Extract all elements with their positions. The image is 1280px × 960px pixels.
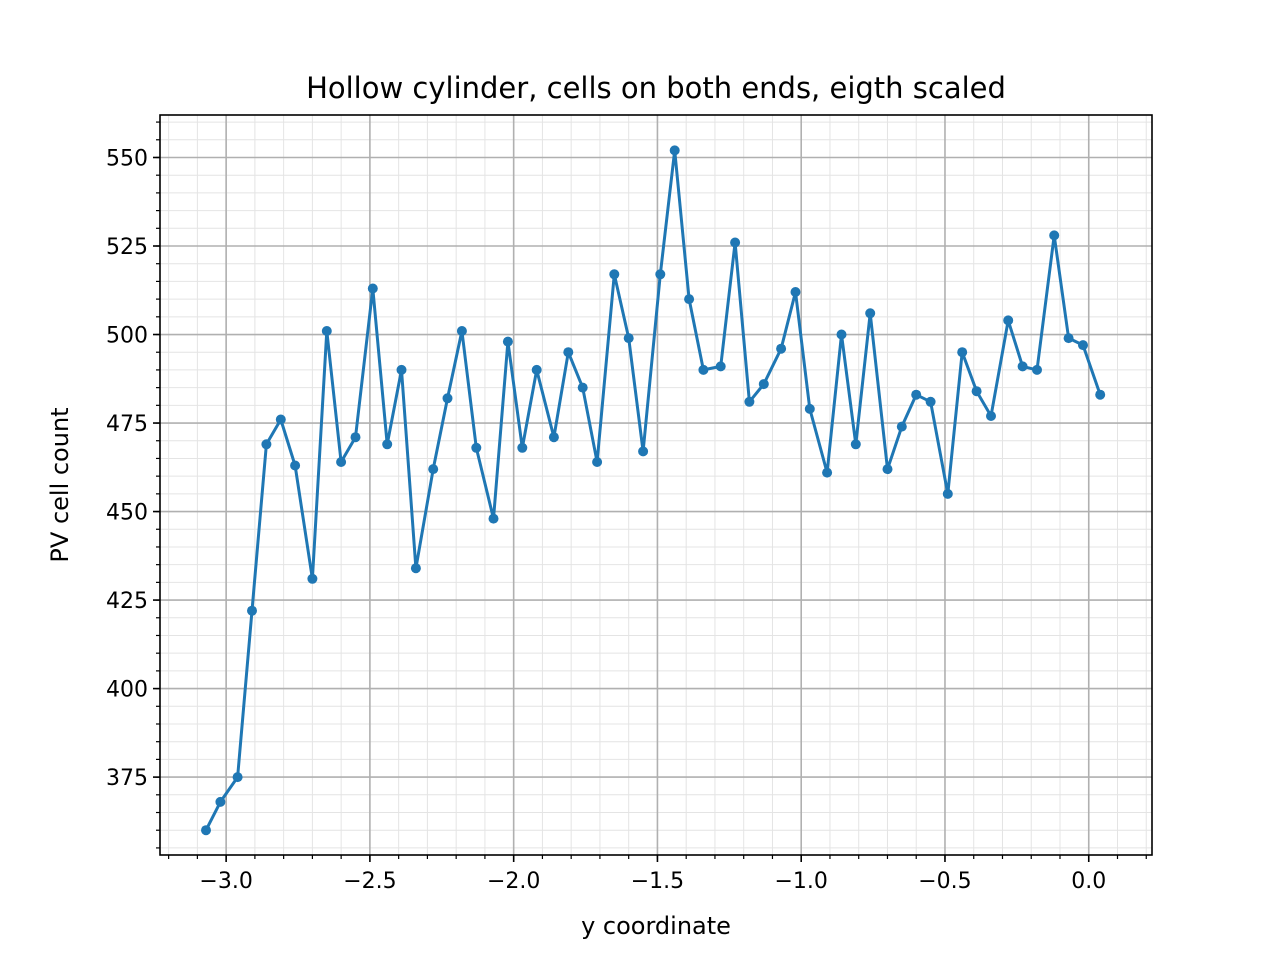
data-point (790, 287, 801, 297)
y-tick-label: 525 (106, 235, 148, 260)
y-tick-label: 375 (106, 766, 148, 791)
data-point (410, 563, 421, 574)
x-tick-label: −1.0 (774, 869, 827, 894)
x-tick-label: −2.0 (487, 869, 540, 894)
data-point (350, 432, 361, 443)
data-point (698, 364, 709, 375)
data-point (488, 513, 499, 524)
chart-title: Hollow cylinder, cells on both ends, eig… (306, 71, 1006, 105)
data-point (367, 283, 378, 294)
y-tick-label: 475 (106, 412, 148, 437)
data-point (261, 439, 272, 450)
data-point (442, 393, 453, 404)
data-point (850, 439, 861, 450)
data-point (986, 411, 996, 421)
data-point (1003, 315, 1014, 326)
data-point (638, 446, 649, 457)
y-axis-ticks: 375 400 425 450 475 500 525 550 (106, 121, 160, 849)
data-point (744, 396, 755, 407)
data-point (1032, 364, 1042, 375)
data-point (290, 460, 301, 471)
data-point (577, 382, 588, 393)
data-point (548, 432, 559, 443)
data-point (804, 403, 815, 414)
data-point (321, 326, 332, 336)
data-point (925, 396, 936, 407)
data-point (471, 442, 482, 453)
data-point (942, 488, 953, 499)
y-tick-label: 400 (106, 678, 148, 703)
data-point (247, 605, 257, 616)
data-point (307, 573, 318, 584)
x-tick-label: −1.5 (631, 869, 684, 894)
data-point (1063, 333, 1074, 344)
data-point (669, 145, 680, 156)
data-point (684, 294, 695, 305)
y-tick-label: 550 (106, 146, 148, 171)
data-point (623, 333, 634, 344)
data-point (758, 379, 769, 390)
data-point (517, 442, 528, 453)
data-point (382, 439, 393, 450)
data-point (776, 343, 787, 354)
data-point (1049, 230, 1060, 241)
data-point (715, 361, 726, 372)
data-point (215, 796, 226, 807)
data-point (822, 467, 833, 478)
data-point (428, 464, 439, 475)
x-tick-label: −2.5 (343, 869, 396, 894)
data-point (396, 364, 407, 375)
data-point (1095, 389, 1106, 400)
data-point (655, 269, 666, 280)
data-point (730, 237, 741, 248)
data-point (592, 457, 603, 467)
plot-area (160, 115, 1152, 855)
x-tick-label: −0.5 (918, 869, 971, 894)
data-point (971, 386, 982, 397)
data-point (563, 347, 574, 358)
x-tick-label: 0.0 (1071, 869, 1106, 894)
y-axis-label: PV cell count (46, 407, 74, 562)
data-series (201, 145, 1106, 836)
data-point (836, 329, 847, 340)
data-point (232, 772, 243, 783)
data-point (456, 326, 467, 336)
data-point (531, 364, 542, 375)
data-point (336, 457, 347, 467)
data-point (911, 389, 922, 400)
data-point (609, 269, 620, 280)
plot-frame (159, 114, 1153, 856)
y-tick-label: 425 (106, 589, 148, 614)
data-point (957, 347, 968, 358)
data-point (882, 464, 893, 475)
y-tick-label: 450 (106, 501, 148, 526)
data-point (1017, 361, 1028, 372)
y-tick-label: 500 (106, 324, 148, 349)
data-point (896, 421, 907, 432)
x-axis-ticks: −3.0 −2.5 −2.0 −1.5 −1.0 −0.5 0.0 (168, 855, 1147, 894)
data-point (865, 308, 876, 319)
x-tick-label: −3.0 (199, 869, 252, 894)
data-point (1078, 340, 1088, 351)
data-point (201, 825, 211, 836)
data-point (502, 336, 513, 347)
x-axis-label: y coordinate (581, 912, 731, 940)
data-point (275, 414, 286, 425)
